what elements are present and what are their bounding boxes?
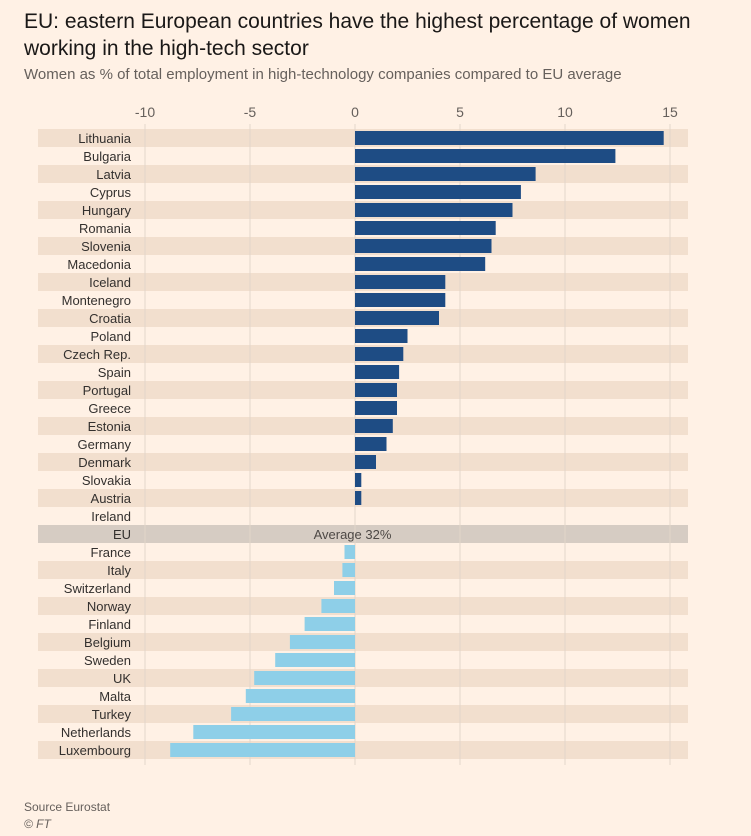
row-band [38, 597, 688, 615]
category-label: Romania [79, 221, 132, 236]
category-label: Latvia [96, 167, 131, 182]
bar-montenegro [355, 293, 446, 307]
bar-sweden [275, 653, 355, 667]
category-label: Slovakia [82, 473, 132, 488]
bar-latvia [355, 167, 536, 181]
category-label: Bulgaria [83, 149, 131, 164]
bar-portugal [355, 383, 397, 397]
bar-luxembourg [170, 743, 355, 757]
category-label: Belgium [84, 635, 131, 650]
category-label: Czech Rep. [63, 347, 131, 362]
category-label: Croatia [89, 311, 132, 326]
row-band [38, 705, 688, 723]
bar-czech-rep [355, 347, 404, 361]
bar-estonia [355, 419, 393, 433]
bar-finland [304, 617, 355, 631]
category-labels: Lithuania Bulgaria Latvia Cyprus Hungary Roma… [59, 131, 132, 758]
bar-norway [321, 599, 355, 613]
category-label: Austria [91, 491, 132, 506]
row-band [38, 669, 688, 687]
row-band [38, 741, 688, 759]
category-label: Malta [99, 689, 132, 704]
average-label: Average 32% [314, 527, 392, 542]
gridlines [144, 124, 671, 765]
bars: Average 32% [170, 131, 664, 757]
category-label: Greece [88, 401, 131, 416]
x-tick-label: 0 [351, 104, 359, 120]
category-label: Norway [87, 599, 132, 614]
category-label: Estonia [88, 419, 132, 434]
category-label: Sweden [84, 653, 131, 668]
category-label: Turkey [92, 707, 132, 722]
source-note: Source Eurostat [24, 800, 111, 814]
footer: Source Eurostat © FT [24, 799, 110, 833]
bar-romania [355, 221, 496, 235]
x-axis-ticks: -10 -5 0 5 10 15 [135, 104, 678, 120]
category-label: Lithuania [78, 131, 132, 146]
bar-uk [254, 671, 355, 685]
category-label: Hungary [82, 203, 132, 218]
category-label: UK [113, 671, 131, 686]
category-label: Cyprus [90, 185, 132, 200]
category-label: Finland [88, 617, 131, 632]
category-label: Portugal [83, 383, 132, 398]
bar-denmark [355, 455, 376, 469]
bar-turkey [231, 707, 355, 721]
bar-bulgaria [355, 149, 616, 163]
category-label: Spain [98, 365, 131, 380]
category-label: Switzerland [64, 581, 131, 596]
x-tick-label: -5 [244, 104, 257, 120]
chart-subtitle: Women as % of total employment in high-t… [24, 66, 622, 83]
bar-spain [355, 365, 400, 379]
category-label: EU [113, 527, 131, 542]
bar-italy [342, 563, 355, 577]
bar-belgium [289, 635, 355, 649]
category-label: Poland [91, 329, 131, 344]
bar-iceland [355, 275, 446, 289]
x-tick-label: 15 [662, 104, 678, 120]
copyright-note: © FT [24, 817, 51, 831]
category-label: Iceland [89, 275, 131, 290]
bar-switzerland [334, 581, 355, 595]
bar-chart: -10 -5 0 5 10 15 Average 32% Lithuania Bulgari… [38, 104, 688, 765]
bar-netherlands [193, 725, 355, 739]
bar-greece [355, 401, 397, 415]
bar-austria [355, 491, 362, 505]
bar-croatia [355, 311, 439, 325]
category-label: Slovenia [81, 239, 132, 254]
category-label: Germany [78, 437, 132, 452]
bar-macedonia [355, 257, 486, 271]
x-tick-label: 5 [456, 104, 464, 120]
chart-title: EU: eastern European countries have the … [24, 10, 691, 60]
x-tick-label: -10 [135, 104, 155, 120]
bar-germany [355, 437, 387, 451]
bar-poland [355, 329, 408, 343]
bar-slovenia [355, 239, 492, 253]
category-label: Denmark [78, 455, 131, 470]
average-band [38, 525, 688, 543]
category-label: Macedonia [67, 257, 131, 272]
row-band [38, 489, 688, 507]
bar-france [344, 545, 355, 559]
bar-slovakia [355, 473, 362, 487]
category-label: Luxembourg [59, 743, 131, 758]
category-label: Montenegro [62, 293, 131, 308]
category-label: Italy [107, 563, 131, 578]
x-tick-label: 10 [557, 104, 573, 120]
category-label: Netherlands [61, 725, 132, 740]
bar-hungary [355, 203, 513, 217]
row-band [38, 633, 688, 651]
category-label: Ireland [91, 509, 131, 524]
row-band [38, 561, 688, 579]
bar-cyprus [355, 185, 521, 199]
bar-malta [245, 689, 355, 703]
bar-lithuania [355, 131, 664, 145]
category-label: France [91, 545, 131, 560]
